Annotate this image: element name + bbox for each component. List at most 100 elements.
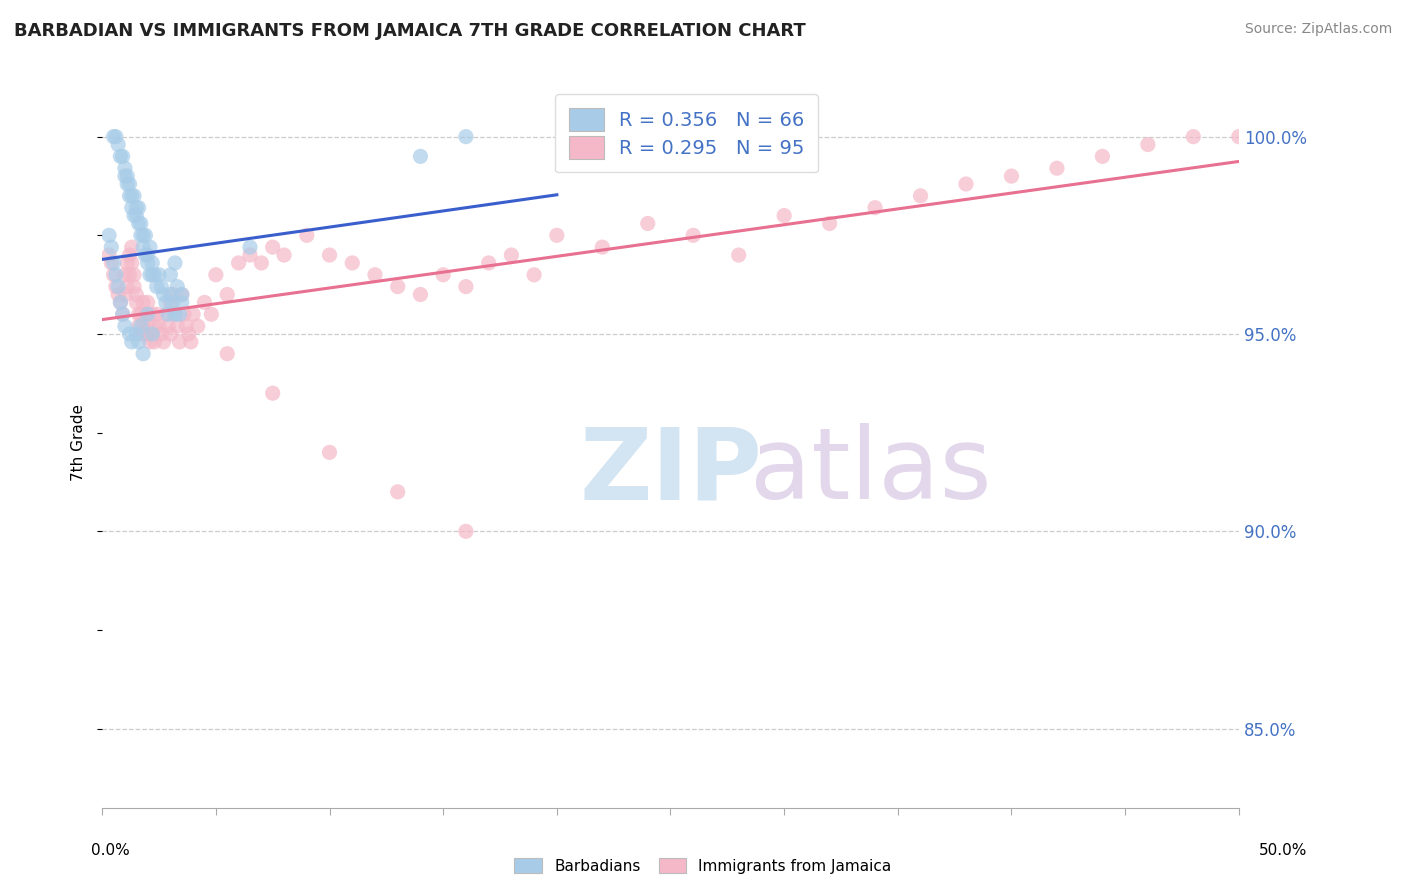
Point — [682, 228, 704, 243]
Point — [103, 129, 125, 144]
Point — [129, 326, 152, 341]
Point — [143, 319, 166, 334]
Point — [139, 268, 162, 282]
Point — [118, 189, 141, 203]
Point — [129, 307, 152, 321]
Point — [591, 240, 613, 254]
Point — [1091, 149, 1114, 163]
Point — [114, 169, 136, 183]
Point — [318, 445, 340, 459]
Point — [273, 248, 295, 262]
Point — [118, 248, 141, 262]
Point — [115, 177, 138, 191]
Point — [118, 177, 141, 191]
Point — [100, 256, 122, 270]
Point — [98, 228, 121, 243]
Point — [110, 295, 132, 310]
Point — [134, 307, 156, 321]
Point — [128, 201, 150, 215]
Point — [100, 240, 122, 254]
Point — [136, 295, 159, 310]
Point — [181, 307, 204, 321]
Point — [159, 326, 181, 341]
Point — [637, 217, 659, 231]
Point — [200, 307, 222, 321]
Point — [111, 307, 134, 321]
Legend: Barbadians, Immigrants from Jamaica: Barbadians, Immigrants from Jamaica — [508, 852, 898, 880]
Point — [295, 228, 318, 243]
Point — [239, 248, 262, 262]
Text: atlas: atlas — [749, 423, 991, 520]
Point — [121, 189, 143, 203]
Point — [139, 240, 162, 254]
Point — [115, 169, 138, 183]
Point — [217, 347, 239, 361]
Point — [129, 319, 152, 334]
Point — [121, 256, 143, 270]
Point — [432, 268, 454, 282]
Point — [177, 326, 200, 341]
Point — [125, 326, 148, 341]
Point — [159, 295, 181, 310]
Point — [110, 149, 132, 163]
Point — [163, 256, 186, 270]
Point — [141, 326, 163, 341]
Point — [166, 319, 188, 334]
Point — [98, 248, 121, 262]
Point — [122, 279, 145, 293]
Point — [143, 334, 166, 349]
Point — [501, 248, 523, 262]
Point — [136, 248, 159, 262]
Point — [818, 217, 841, 231]
Text: 0.0%: 0.0% — [91, 843, 131, 858]
Point — [1227, 129, 1250, 144]
Point — [107, 137, 129, 152]
Point — [152, 287, 174, 301]
Point — [103, 256, 125, 270]
Point — [134, 248, 156, 262]
Point — [166, 279, 188, 293]
Point — [409, 149, 432, 163]
Point — [118, 268, 141, 282]
Text: BARBADIAN VS IMMIGRANTS FROM JAMAICA 7TH GRADE CORRELATION CHART: BARBADIAN VS IMMIGRANTS FROM JAMAICA 7TH… — [14, 22, 806, 40]
Point — [148, 319, 170, 334]
Point — [128, 319, 150, 334]
Point — [110, 295, 132, 310]
Point — [122, 209, 145, 223]
Point — [141, 256, 163, 270]
Point — [150, 326, 173, 341]
Point — [128, 334, 150, 349]
Point — [141, 307, 163, 321]
Point — [173, 307, 195, 321]
Point — [125, 295, 148, 310]
Point — [148, 268, 170, 282]
Point — [128, 217, 150, 231]
Point — [104, 268, 127, 282]
Point — [318, 248, 340, 262]
Legend: R = 0.356   N = 66, R = 0.295   N = 95: R = 0.356 N = 66, R = 0.295 N = 95 — [555, 95, 818, 172]
Point — [342, 256, 364, 270]
Point — [107, 287, 129, 301]
Point — [169, 307, 191, 321]
Text: Source: ZipAtlas.com: Source: ZipAtlas.com — [1244, 22, 1392, 37]
Point — [111, 149, 134, 163]
Point — [134, 228, 156, 243]
Point — [205, 268, 228, 282]
Point — [107, 279, 129, 293]
Point — [162, 287, 184, 301]
Point — [180, 334, 202, 349]
Text: 50.0%: 50.0% — [1260, 843, 1308, 858]
Point — [121, 201, 143, 215]
Point — [454, 129, 477, 144]
Point — [143, 268, 166, 282]
Point — [103, 268, 125, 282]
Point — [132, 347, 155, 361]
Point — [250, 256, 273, 270]
Point — [129, 228, 152, 243]
Point — [136, 307, 159, 321]
Point — [387, 279, 409, 293]
Point — [163, 307, 186, 321]
Point — [193, 295, 215, 310]
Point — [409, 287, 432, 301]
Point — [217, 287, 239, 301]
